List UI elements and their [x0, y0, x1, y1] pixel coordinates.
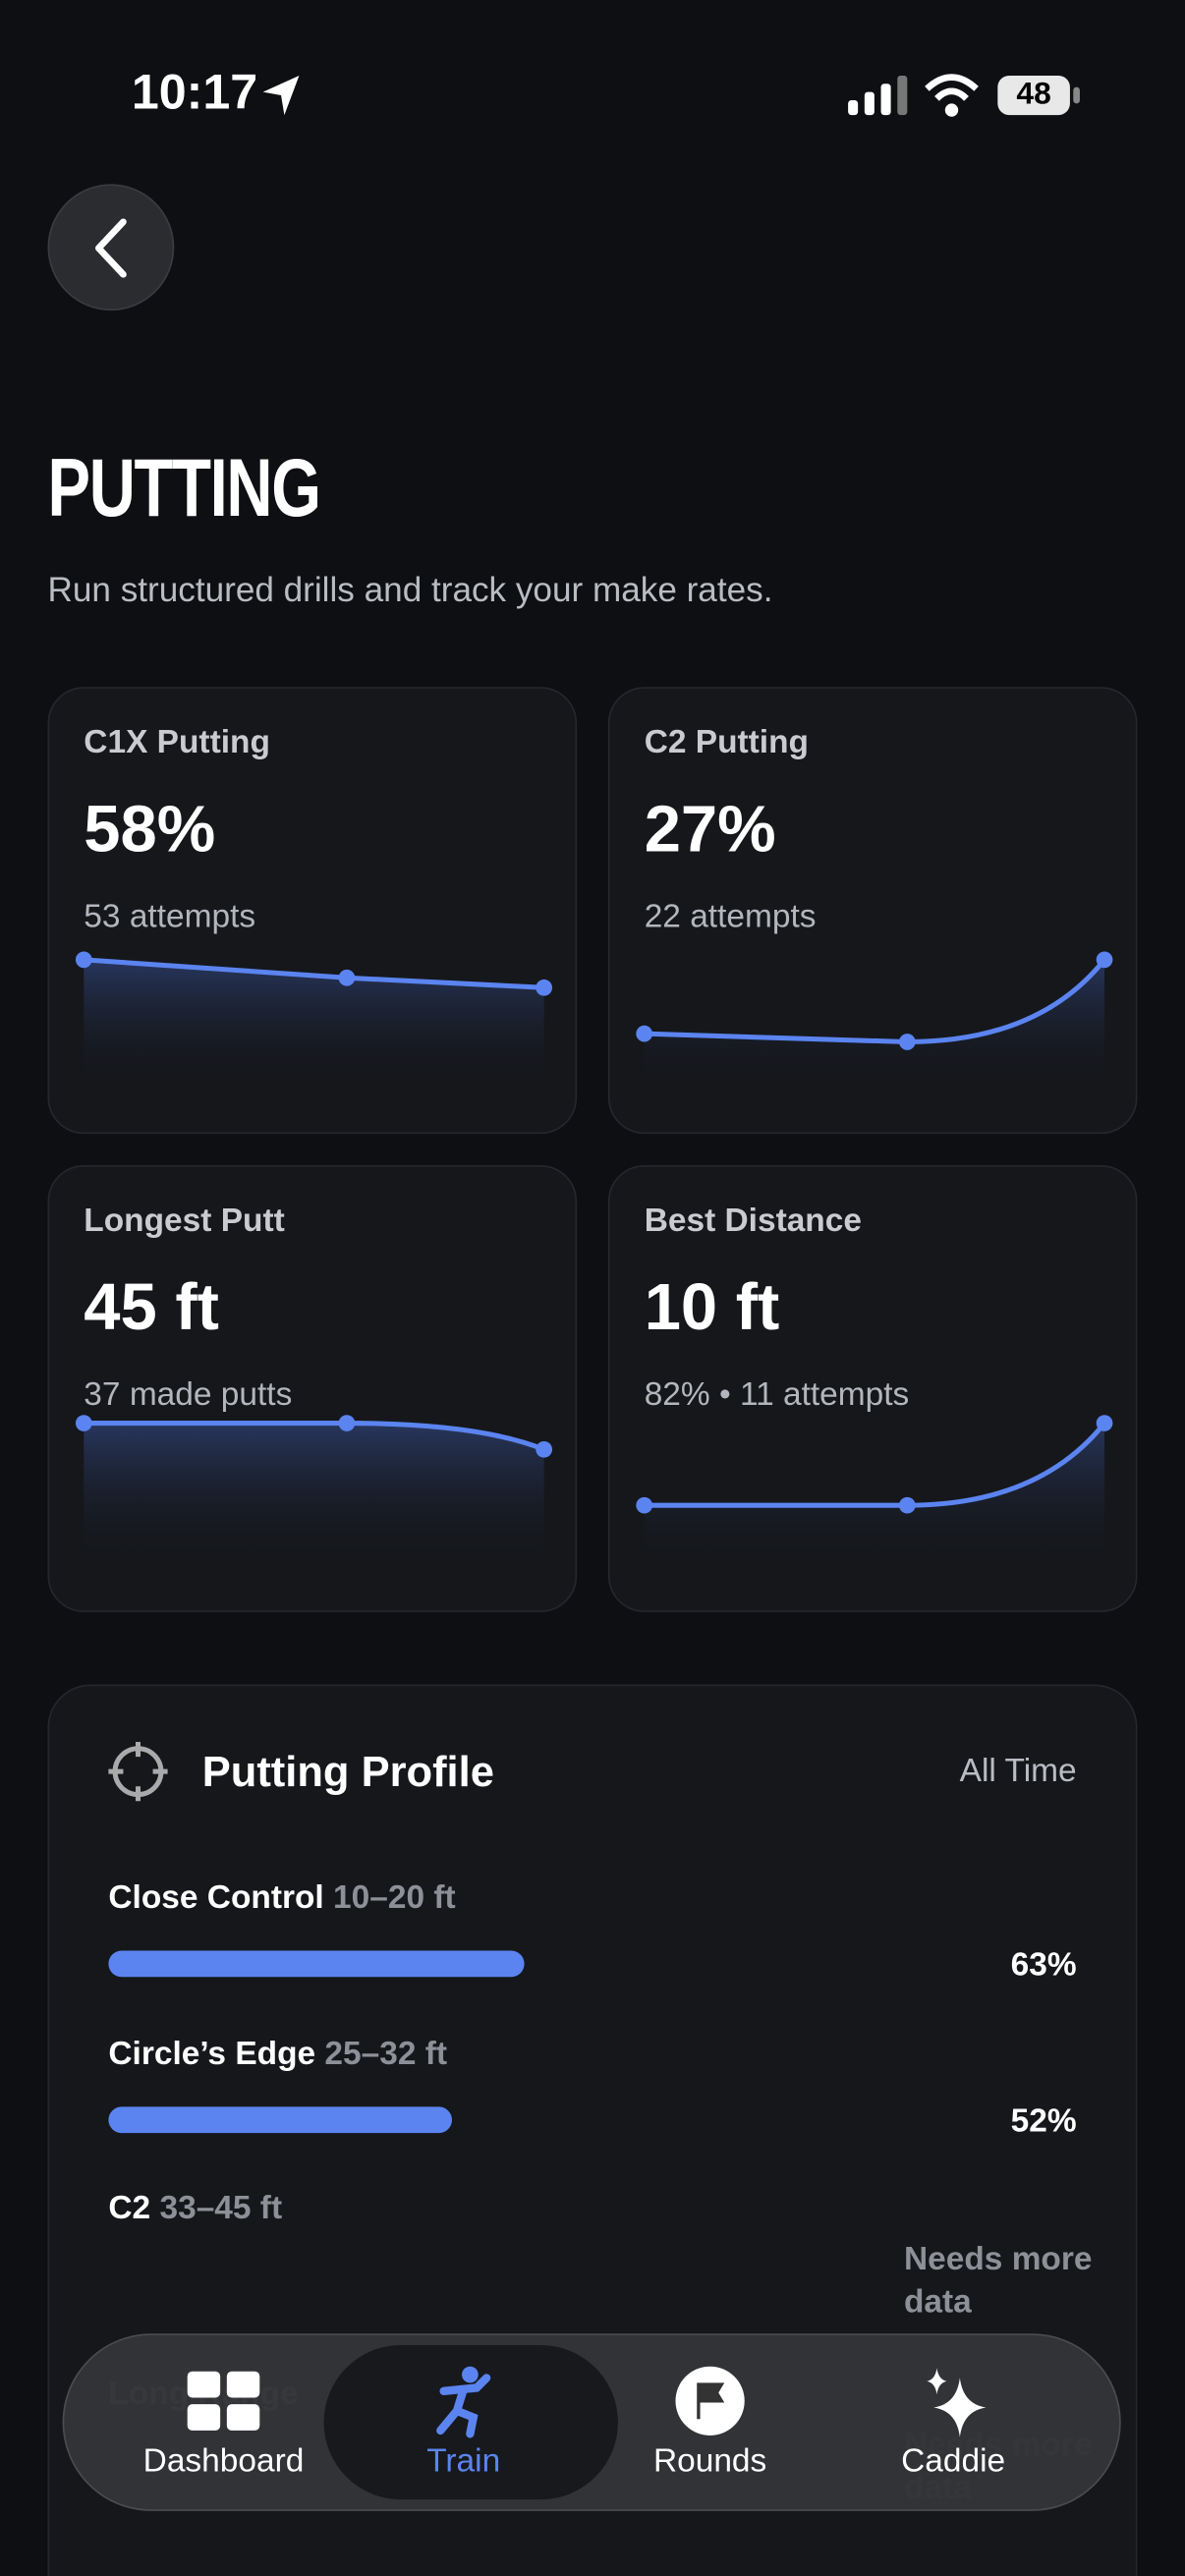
bar: [108, 2106, 453, 2134]
tab-item[interactable]: Dashboard: [117, 2335, 330, 2513]
sparkline: [636, 1415, 1113, 1565]
back-icon: [95, 218, 127, 278]
sparkline-dot: [338, 969, 356, 986]
sparkline-dot: [636, 1496, 653, 1514]
subtitle: Run structured drills and track your mak…: [47, 572, 773, 610]
row-range: 25–32 ft: [324, 2036, 448, 2073]
profile-period[interactable]: All Time: [959, 1753, 1077, 1790]
sparkline-dot: [75, 1415, 92, 1431]
sparkline-dot: [75, 951, 92, 969]
row-label: Close Control: [108, 1879, 324, 1917]
sparkline-dot: [1096, 1415, 1113, 1431]
sparkline-dot: [1096, 951, 1113, 969]
sparkline-dot: [536, 979, 553, 996]
tab-label: Train: [426, 2443, 501, 2481]
sparkline-area: [84, 959, 544, 1087]
tab-item[interactable]: Caddie: [846, 2335, 1059, 2513]
row-name: Close Control 10–20 ft: [108, 1880, 455, 1918]
row-label: Circle’s Edge: [108, 2036, 316, 2073]
stat-card[interactable]: Longest Putt 45 ft 37 made putts: [47, 1164, 578, 1612]
card-value: 27%: [644, 793, 776, 867]
card-sub: 82% • 11 attempts: [644, 1376, 910, 1414]
row-range: 10–20 ft: [333, 1879, 456, 1917]
sparkline-area: [644, 959, 1105, 1087]
card-sub: 53 attempts: [84, 898, 256, 935]
tab-icon: [187, 2371, 260, 2431]
sparkline-dot: [338, 1415, 356, 1431]
card-value: 10 ft: [644, 1271, 780, 1345]
stat-card[interactable]: Best Distance 10 ft 82% • 11 attempts: [607, 1164, 1138, 1612]
sparkline-line: [644, 1421, 1107, 1508]
card-label: C1X Putting: [84, 724, 270, 761]
sparkline-area: [644, 1423, 1105, 1565]
row-name: C2 33–45 ft: [108, 2191, 282, 2228]
sparkline-area: [84, 1423, 544, 1565]
row-percent: 63%: [1010, 1947, 1077, 1984]
row-label: C2: [108, 2190, 151, 2227]
sparkline: [636, 951, 1113, 1087]
sparkline: [75, 1415, 553, 1565]
row-percent: 52%: [1010, 2103, 1077, 2140]
card-label: Best Distance: [644, 1203, 862, 1240]
signal-icon: [848, 75, 908, 116]
stat-card[interactable]: C1X Putting 58% 53 attempts: [47, 687, 578, 1135]
card-value: 58%: [84, 793, 216, 867]
status-time: 10:17: [131, 65, 258, 121]
tab-icon: [927, 2368, 987, 2437]
tab-item[interactable]: Train: [357, 2335, 570, 2513]
card-label: Longest Putt: [84, 1203, 285, 1240]
row-status: Needs more data: [903, 2241, 1093, 2321]
sparkline-line: [84, 1421, 545, 1452]
tab-label: Dashboard: [142, 2443, 305, 2481]
sparkline-dot: [536, 1440, 553, 1458]
tab-item[interactable]: Rounds: [603, 2335, 817, 2513]
profile-title: Putting Profile: [201, 1747, 494, 1797]
card-label: C2 Putting: [644, 724, 809, 761]
sparkline: [75, 951, 553, 1087]
row-range: 33–45 ft: [159, 2190, 283, 2227]
tab-bar: Dashboard Train Rounds Caddie: [62, 2333, 1121, 2513]
battery: 48: [997, 75, 1070, 116]
sparkline-dot: [636, 1025, 653, 1042]
wifi-icon: [925, 74, 979, 117]
card-sub: 22 attempts: [644, 898, 817, 935]
battery-tip: [1073, 86, 1080, 104]
card-value: 45 ft: [84, 1271, 219, 1345]
sparkline-line: [644, 958, 1107, 1045]
back-button[interactable]: [47, 184, 175, 311]
tab-icon: [436, 2366, 491, 2438]
stat-card[interactable]: C2 Putting 27% 22 attempts: [607, 687, 1138, 1135]
tab-label: Rounds: [652, 2443, 767, 2481]
row-name: Circle’s Edge 25–32 ft: [108, 2036, 447, 2073]
sparkline-dot: [898, 1034, 916, 1050]
location-icon: [262, 75, 300, 116]
bar: [108, 1950, 526, 1978]
bar-track: [108, 2106, 768, 2134]
bar-track: [108, 1950, 768, 1978]
tab-icon: [675, 2366, 745, 2436]
card-sub: 37 made putts: [84, 1376, 293, 1414]
target-icon: [108, 1742, 168, 1802]
sparkline-dot: [898, 1496, 916, 1514]
tab-label: Caddie: [901, 2443, 1006, 2481]
page-title: PUTTING: [47, 441, 321, 534]
